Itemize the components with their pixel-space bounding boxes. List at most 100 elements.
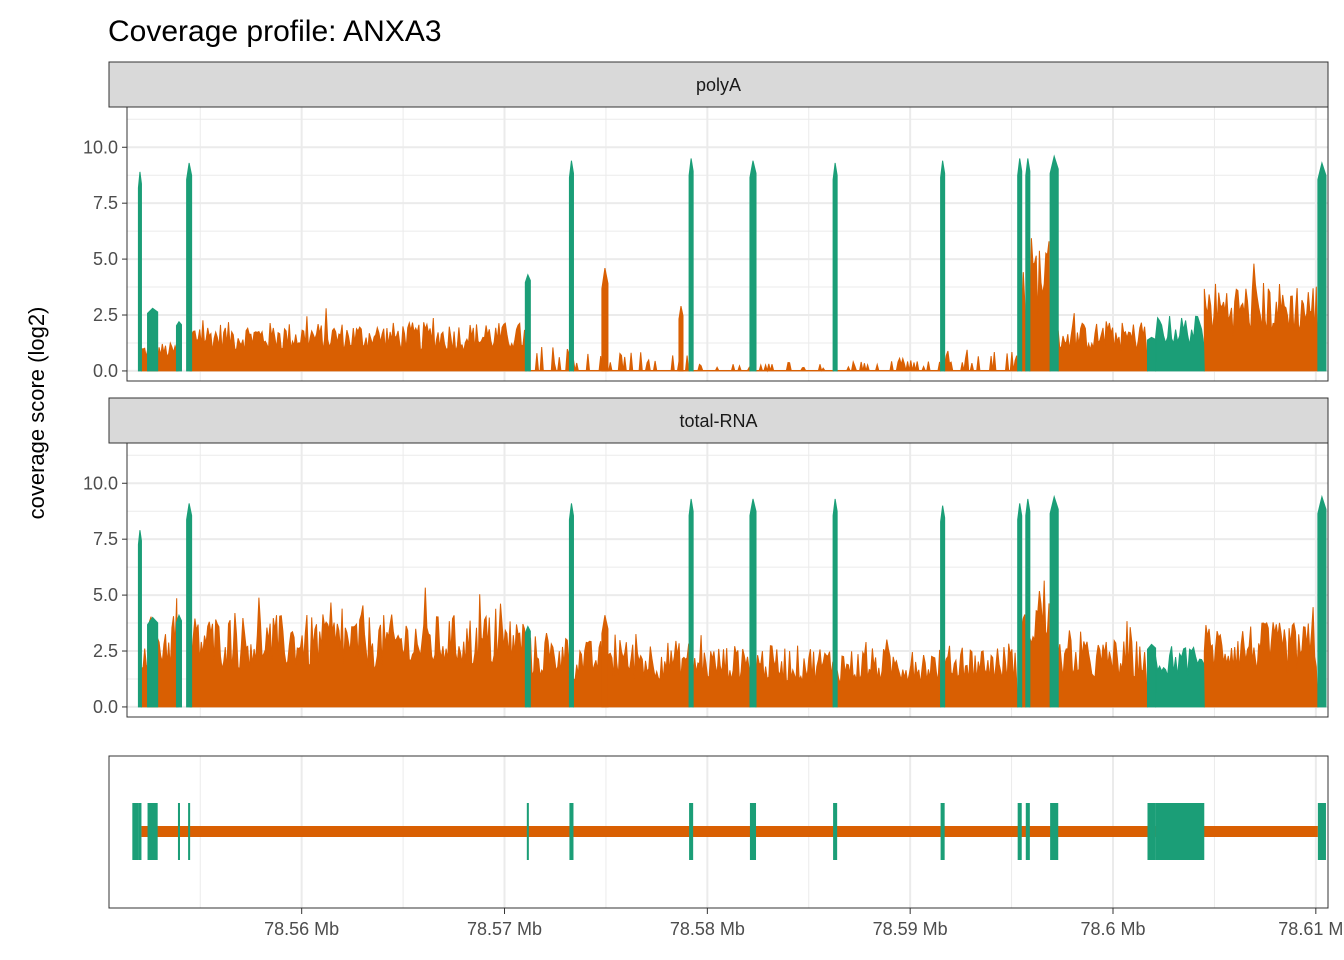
- gene-exon-block: [1317, 803, 1326, 860]
- y-tick-label: 7.5: [93, 529, 118, 549]
- exon-coverage-peak: [186, 162, 193, 372]
- exon-coverage-peak: [1017, 503, 1023, 708]
- y-axis-total-rna: 0.0 2.5 5.0 7.5 10.0: [83, 473, 127, 717]
- gene-exon-block: [177, 803, 180, 860]
- x-axis: 78.56 Mb 78.57 Mb 78.58 Mb 78.59 Mb 78.6 Mb 7…: [264, 908, 1344, 939]
- exon-coverage-total-rna: [137, 494, 1327, 708]
- intron-coverage-area: [944, 349, 1019, 372]
- y-tick-label: 0.0: [93, 361, 118, 381]
- intron-coverage-peak: [601, 615, 609, 708]
- intron-coverage-area: [836, 356, 942, 372]
- intron-coverage-area: [1203, 607, 1319, 708]
- intron-coverage-peak: [678, 305, 684, 372]
- exon-coverage-peak: [568, 160, 574, 372]
- y-axis-polyA: 0.0 2.5 5.0 7.5 10.0: [83, 137, 127, 381]
- gene-exon-block: [940, 803, 945, 860]
- exon-coverage-peak: [832, 162, 838, 372]
- intron-coverage-area: [1029, 580, 1051, 708]
- intron-coverage-polyA: [141, 238, 1319, 373]
- exon-coverage-peak: [1049, 154, 1059, 372]
- y-axis-title: coverage score (log2): [24, 307, 49, 520]
- exon-coverage-peak: [1017, 158, 1023, 372]
- exon-coverage-peak: [175, 613, 182, 708]
- x-tick-label: 78.57 Mb: [467, 919, 542, 939]
- y-tick-label: 7.5: [93, 193, 118, 213]
- gene-model-track: [132, 803, 1326, 860]
- intron-coverage-peak: [601, 267, 609, 372]
- panel-total-rna: total-RNA 0.0 2.5 5.0 7.5 10.0: [83, 397, 1329, 718]
- exon-coverage-peak: [524, 625, 531, 708]
- chart-title: Coverage profile: ANXA3: [108, 15, 442, 48]
- exon-coverage-peak: [147, 307, 159, 372]
- intron-coverage-area: [528, 346, 570, 372]
- exon-coverage-peak: [147, 616, 159, 708]
- gene-exon-block: [138, 803, 142, 860]
- intron-coverage-area: [755, 361, 835, 373]
- intron-coverage-area: [755, 645, 834, 708]
- gene-exon-block: [147, 803, 158, 860]
- intron-coverage-area: [189, 308, 528, 372]
- gene-model-panel: 78.56 Mb 78.57 Mb 78.58 Mb 78.59 Mb 78.6 Mb 7…: [108, 755, 1344, 939]
- intron-coverage-area: [692, 635, 751, 708]
- gene-exon-block: [689, 803, 694, 860]
- exon-coverage-peak: [137, 530, 142, 708]
- exon-coverage-peak: [137, 171, 142, 372]
- exon-coverage-peak: [1317, 494, 1327, 708]
- y-tick-label: 2.5: [93, 641, 118, 661]
- exon-coverage-peak: [175, 320, 182, 372]
- intron-coverage-area: [1057, 313, 1149, 372]
- x-tick-label: 78.59 Mb: [873, 919, 948, 939]
- exon-coverage-peak: [1155, 315, 1205, 372]
- panel-border-gene-model: [108, 755, 1329, 909]
- exon-coverage-peak: [940, 160, 946, 372]
- intron-coverage-area: [528, 632, 570, 708]
- gene-exon-block: [188, 803, 191, 860]
- gene-intron-line: [141, 826, 1318, 837]
- panel-polyA: polyA 0.0 2.5 5.0 7.5 10.0: [83, 61, 1329, 382]
- y-tick-label: 10.0: [83, 137, 118, 157]
- gene-exon-block: [1155, 803, 1205, 860]
- y-tick-label: 5.0: [93, 249, 118, 269]
- gene-exon-block: [1050, 803, 1059, 860]
- gene-exon-block: [569, 803, 574, 860]
- y-tick-label: 5.0: [93, 585, 118, 605]
- y-tick-label: 10.0: [83, 473, 118, 493]
- x-tick-label: 78.58 Mb: [670, 919, 745, 939]
- gene-exon-block: [1147, 803, 1156, 860]
- exon-coverage-peak: [186, 503, 193, 708]
- strip-total-rna: [108, 397, 1329, 444]
- intron-coverage-area: [1029, 238, 1051, 372]
- gene-exon-block: [749, 803, 757, 860]
- exon-coverage-peak: [1146, 643, 1157, 708]
- gene-exon-block: [132, 803, 139, 860]
- exon-coverage-peak: [832, 498, 838, 708]
- exon-coverage-peak: [524, 273, 531, 372]
- intron-coverage-area: [1021, 614, 1027, 708]
- x-tick-label: 78.56 Mb: [264, 919, 339, 939]
- exon-coverage-peak: [1317, 161, 1327, 372]
- intron-coverage-area: [189, 587, 528, 708]
- exon-coverage-peak: [1146, 336, 1157, 372]
- gene-exon-block: [1017, 803, 1022, 860]
- strip-label-total-rna: total-RNA: [679, 411, 757, 431]
- exon-coverage-peak: [940, 505, 946, 708]
- x-tick-label: 78.61 Mb: [1278, 919, 1344, 939]
- intron-coverage-area: [944, 643, 1019, 708]
- exon-coverage-peak: [688, 158, 694, 372]
- intron-coverage-area: [1057, 621, 1149, 708]
- exon-coverage-peak: [749, 160, 757, 372]
- intron-coverage-area: [836, 639, 942, 708]
- strip-polyA: [108, 61, 1329, 108]
- gene-exon-block: [833, 803, 838, 860]
- intron-coverage-total-rna: [141, 580, 1319, 708]
- gene-exon-block: [1025, 803, 1030, 860]
- exon-coverage-peak: [1025, 498, 1031, 708]
- panel-border-total-rna: [126, 442, 1329, 718]
- y-tick-label: 0.0: [93, 697, 118, 717]
- x-tick-label: 78.6 Mb: [1080, 919, 1145, 939]
- gene-exon-block: [526, 803, 529, 860]
- exon-coverage-peak: [688, 498, 694, 708]
- intron-coverage-area: [1203, 263, 1319, 372]
- exon-coverage-peak: [749, 498, 757, 708]
